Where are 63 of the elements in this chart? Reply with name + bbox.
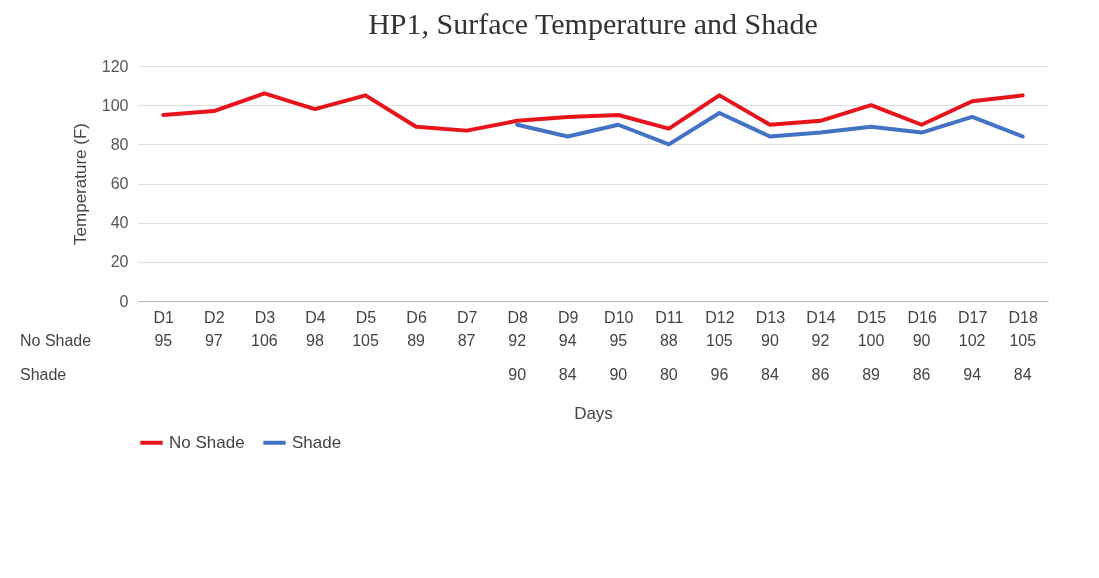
data-label: 95 bbox=[154, 332, 173, 349]
data-label: 90 bbox=[609, 366, 628, 383]
data-label: 88 bbox=[659, 332, 678, 349]
data-label: 84 bbox=[761, 366, 779, 383]
data-label: 89 bbox=[407, 332, 426, 349]
x-tick-label: D12 bbox=[705, 308, 735, 326]
y-tick-label: 40 bbox=[110, 214, 129, 232]
data-label: 89 bbox=[862, 366, 881, 383]
y-tick-label: 0 bbox=[119, 292, 129, 310]
line-series bbox=[161, 91, 1025, 133]
data-label: 98 bbox=[306, 332, 324, 349]
y-tick-label: 80 bbox=[110, 135, 129, 153]
data-label: 90 bbox=[508, 366, 527, 383]
data-label: 96 bbox=[710, 366, 729, 383]
x-tick-label: D10 bbox=[604, 308, 634, 326]
x-tick-label: D4 bbox=[305, 308, 326, 326]
x-tick-label: D6 bbox=[406, 308, 427, 326]
x-tick-label: D11 bbox=[655, 308, 684, 326]
data-label: 84 bbox=[558, 366, 577, 383]
data-label: 86 bbox=[912, 366, 931, 383]
x-tick-label: D3 bbox=[254, 308, 276, 326]
data-label: 105 bbox=[706, 332, 733, 349]
y-tick-label: 60 bbox=[110, 175, 129, 192]
data-label: 106 bbox=[251, 332, 278, 349]
x-tick-label: D2 bbox=[204, 308, 225, 326]
x-tick-label: D17 bbox=[957, 308, 988, 326]
x-tick-label: D7 bbox=[456, 308, 478, 326]
x-tick-label: D16 bbox=[907, 308, 937, 326]
data-label: 100 bbox=[857, 332, 885, 349]
x-tick-label: D5 bbox=[355, 308, 377, 326]
x-tick-label: D14 bbox=[806, 308, 836, 326]
x-tick-label: D1 bbox=[153, 308, 175, 326]
data-label: 102 bbox=[958, 332, 986, 349]
x-tick-label: D9 bbox=[558, 308, 579, 326]
data-label: 97 bbox=[204, 332, 223, 349]
data-label: 94 bbox=[963, 366, 982, 383]
legend-label: Shade bbox=[292, 432, 342, 452]
text: No Shade bbox=[20, 332, 92, 349]
y-tick-label: 100 bbox=[101, 96, 129, 114]
y-tick-label: 120 bbox=[101, 57, 129, 75]
data-label: 92 bbox=[508, 332, 527, 349]
data-label: 87 bbox=[457, 332, 476, 349]
data-label: 90 bbox=[912, 332, 931, 349]
data-label: 92 bbox=[811, 332, 830, 349]
data-label: 95 bbox=[609, 332, 628, 349]
data-label: 84 bbox=[1013, 366, 1032, 383]
data-label: 94 bbox=[558, 332, 577, 349]
data-label: 80 bbox=[659, 366, 678, 383]
x-axis-title: Days bbox=[574, 403, 613, 423]
legend-label: No Shade bbox=[169, 432, 245, 452]
line-series bbox=[515, 111, 1025, 147]
x-tick-label: D18 bbox=[1008, 308, 1038, 326]
data-label: 105 bbox=[1009, 332, 1037, 349]
data-label: 90 bbox=[761, 332, 779, 349]
y-axis-title: Temperature (F) bbox=[70, 123, 90, 245]
x-tick-label: D8 bbox=[507, 308, 528, 326]
data-label: 86 bbox=[811, 366, 830, 383]
chart-title: HP1, Surface Temperature and Shade bbox=[368, 7, 818, 40]
data-label: 105 bbox=[352, 332, 379, 349]
x-tick-label: D13 bbox=[755, 308, 786, 326]
y-tick-label: 20 bbox=[110, 253, 129, 271]
text: Shade bbox=[20, 366, 67, 383]
x-tick-label: D15 bbox=[856, 308, 887, 326]
